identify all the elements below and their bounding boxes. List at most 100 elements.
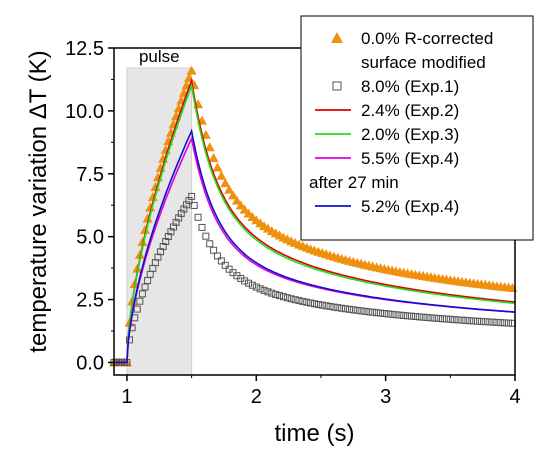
data-point (208, 153, 219, 163)
series-3 (114, 82, 516, 364)
x-axis-title: time (s) (275, 420, 355, 447)
data-point (396, 311, 404, 319)
data-point (217, 257, 225, 265)
data-point (188, 192, 196, 200)
data-point (345, 305, 353, 313)
data-point (142, 213, 153, 223)
data-point (210, 246, 218, 254)
data-point (133, 305, 141, 313)
data-point (138, 290, 146, 298)
data-point (458, 316, 466, 324)
data-point (279, 293, 287, 301)
legend-entry: 5.2% (Exp.4) (315, 197, 459, 216)
data-point (326, 302, 334, 310)
data-point (446, 315, 454, 323)
series-2 (114, 77, 516, 364)
data-point (140, 224, 151, 234)
data-point (272, 290, 280, 298)
data-point (373, 309, 381, 317)
data-point (256, 285, 264, 293)
legend-note: after 27 min (309, 173, 399, 192)
data-point (435, 314, 443, 322)
data-point (342, 305, 350, 313)
data-point (260, 286, 268, 294)
data-point (392, 311, 400, 319)
legend-label: 2.4% (Exp.2) (361, 101, 459, 120)
y-tick-label: 10.0 (65, 101, 104, 123)
data-point (376, 309, 384, 317)
pulse-shade (126, 67, 193, 376)
data-point (380, 310, 388, 318)
data-point (454, 316, 462, 324)
legend-entry: 2.4% (Exp.2) (315, 101, 459, 120)
y-axis-title: temperature variation ΔT (K) (25, 50, 52, 352)
data-point (202, 232, 210, 240)
data-point (206, 240, 214, 248)
data-point (462, 316, 470, 324)
data-point (334, 304, 342, 312)
data-point (252, 283, 260, 291)
y-tick-label: 5.0 (76, 227, 104, 249)
data-point (204, 142, 215, 152)
data-point (221, 261, 229, 269)
y-tick-label: 2.5 (76, 290, 104, 312)
x-tick-label: 4 (509, 386, 520, 408)
y-tick-label: 0.0 (76, 352, 104, 374)
data-point (241, 277, 249, 285)
data-point (268, 289, 276, 297)
data-point (442, 315, 450, 323)
data-point (497, 319, 505, 327)
data-point (419, 313, 427, 321)
data-point (400, 311, 408, 319)
data-point (220, 178, 231, 188)
data-point (384, 310, 392, 318)
data-point (330, 303, 338, 311)
data-point (228, 190, 239, 200)
legend-label: 5.2% (Exp.4) (361, 197, 459, 216)
x-tick-label: 2 (251, 386, 262, 408)
data-point (361, 307, 369, 315)
data-point (283, 294, 291, 302)
data-point (137, 236, 148, 246)
series-line (114, 77, 516, 364)
data-point (427, 314, 435, 322)
data-point (224, 184, 235, 194)
x-tick-label: 1 (121, 386, 132, 408)
data-point (212, 162, 223, 172)
data-point (134, 249, 145, 259)
legend-label: surface modified (361, 53, 486, 72)
data-point (190, 201, 198, 209)
x-tick-label: 3 (380, 386, 391, 408)
data-point (198, 223, 206, 231)
data-point (388, 310, 396, 318)
y-tick-label: 12.5 (65, 38, 104, 60)
data-point (245, 279, 253, 287)
pulse-region: pulse (126, 47, 193, 376)
data-point (248, 281, 256, 289)
data-point (295, 297, 303, 305)
data-point (505, 319, 513, 327)
data-point (470, 317, 478, 325)
data-point (369, 308, 377, 316)
data-point (357, 307, 365, 315)
legend-symbol (332, 81, 342, 91)
data-point (415, 313, 423, 321)
data-point (291, 296, 299, 304)
legend-entry: 5.5% (Exp.4) (315, 149, 459, 168)
data-point (481, 318, 489, 326)
data-point (231, 195, 242, 205)
legend-entry: 8.0% (Exp.1) (332, 77, 459, 96)
legend-symbol (331, 32, 343, 43)
data-point (216, 170, 227, 180)
series-5 (114, 128, 516, 364)
data-point (450, 316, 458, 324)
legend-box (300, 15, 534, 241)
series-line (114, 128, 516, 364)
data-point (276, 292, 284, 300)
series-layer (109, 65, 518, 367)
data-point (145, 202, 156, 212)
data-point (501, 319, 509, 327)
data-point (404, 312, 412, 320)
data-point (411, 313, 419, 321)
